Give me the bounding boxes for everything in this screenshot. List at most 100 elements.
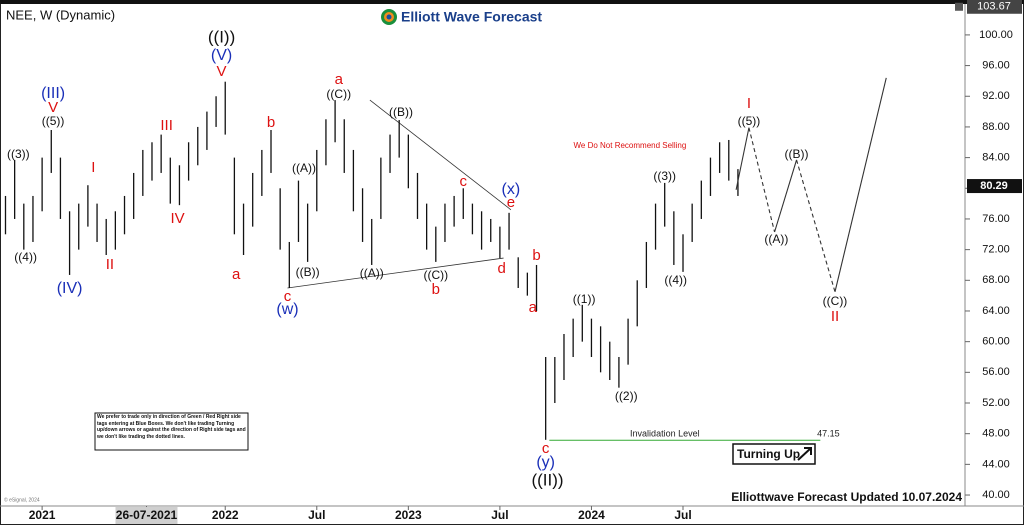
wave-label: (IV): [57, 280, 83, 297]
wave-label: b: [432, 281, 440, 298]
chart-title: NEE, W (Dynamic): [6, 7, 115, 22]
wave-label: III: [160, 117, 173, 134]
wave-label: ((II)): [531, 470, 563, 489]
wave-label: (w): [276, 301, 298, 318]
wave-label: a: [232, 266, 241, 283]
wave-label: ((4)): [14, 250, 37, 264]
wave-label: (x): [502, 181, 521, 198]
x-tick-label: Jul: [491, 508, 508, 522]
wave-label: ((A)): [360, 266, 384, 280]
wave-label: c: [460, 173, 468, 190]
disclaimer-text: We prefer to trade only in direction of …: [97, 414, 246, 440]
disclaimer-frame: [94, 412, 249, 451]
trendline: [287, 257, 504, 289]
wave-label: IV: [171, 210, 185, 227]
wave-label: ((A)): [764, 232, 788, 246]
wave-label: II: [831, 308, 839, 325]
wave-label: ((2)): [615, 389, 638, 403]
y-tick-label: 48.00: [982, 428, 1010, 440]
wave-label: ((4)): [664, 273, 687, 287]
x-tick-label: 2023: [395, 508, 422, 522]
wave-label: ((C)): [326, 87, 351, 101]
wave-label: ((3)): [653, 169, 676, 183]
y-tick-label: 56.00: [982, 366, 1010, 378]
disclaimer-holder: We prefer to trade only in direction of …: [97, 414, 246, 440]
y-tick-label: 68.00: [982, 274, 1010, 286]
y-tick-label: 100.00: [979, 29, 1013, 41]
wave-label: b: [532, 247, 540, 264]
wave-label: c: [542, 440, 550, 457]
y-tick-label: 96.00: [982, 59, 1010, 71]
turning-up-badge: Turning Up: [732, 443, 816, 465]
projection-segment: [774, 159, 798, 233]
x-tick-label: 2022: [212, 508, 239, 522]
y-tick-label: 88.00: [982, 121, 1010, 133]
y-tick-label: 92.00: [982, 90, 1010, 102]
copyright: © eSignal, 2024: [4, 496, 40, 503]
x-tick-label: Jul: [674, 508, 691, 522]
y-tick-label: 76.00: [982, 213, 1010, 225]
wave-label: (y): [536, 454, 555, 471]
last-price-label: 80.29: [980, 180, 1008, 192]
wave-label: ((B)): [296, 265, 320, 279]
y-tick-label: 84.00: [982, 152, 1010, 164]
wave-label: a: [335, 71, 344, 88]
projection-segment: [834, 77, 887, 292]
badge-text: Turning Up: [737, 447, 800, 461]
wave-label: V: [217, 63, 227, 80]
y-tick-label: 44.00: [982, 458, 1010, 470]
wave-label: ((5)): [42, 114, 65, 128]
tag-icon: [955, 2, 963, 11]
x-tick-highlight: [115, 507, 178, 524]
wave-label: ((B)): [785, 147, 809, 161]
wave-label: ((I)): [208, 27, 235, 46]
y-tick-label: 72.00: [982, 244, 1010, 256]
x-tick-label: 2024: [578, 508, 605, 522]
disclaimer-box: We prefer to trade only in direction of …: [94, 412, 249, 451]
y-tick-label: 64.00: [982, 305, 1010, 317]
wave-label: ((3)): [7, 147, 30, 161]
wave-label: ((C)): [423, 268, 448, 282]
wave-label: ((1)): [573, 292, 596, 306]
logo: Elliott Wave Forecast: [381, 9, 542, 25]
wave-label: e: [507, 194, 515, 211]
wave-label: ((B)): [389, 105, 413, 119]
y-tick-label: 52.00: [982, 397, 1010, 409]
y-tick-label: 60.00: [982, 336, 1010, 348]
invalidation-value: 47.15: [817, 429, 840, 439]
badge-arrow: [797, 447, 812, 461]
trendline: [369, 99, 512, 211]
note: We Do Not Recommend Selling: [574, 141, 687, 150]
wave-label: I: [91, 159, 95, 176]
wave-label: ((C)): [823, 294, 848, 308]
wave-label: V: [48, 99, 58, 116]
logo-icon: [386, 14, 392, 20]
wave-label: I: [747, 95, 751, 112]
wave-label: c: [284, 288, 292, 305]
invalidation-label: Invalidation Level: [630, 429, 700, 439]
last-price-tag: [967, 179, 1022, 194]
x-tick-label: 26-07-2021: [116, 508, 178, 522]
wave-label: a: [529, 299, 538, 316]
x-tick-label: Jul: [308, 508, 325, 522]
wave-label: d: [498, 260, 506, 277]
badge-frame: [732, 443, 816, 465]
y-tick-label: 40.00: [982, 489, 1010, 501]
wave-label: (V): [211, 47, 232, 64]
high-price-tag: [967, 0, 1022, 14]
projection-segment: [735, 127, 750, 190]
wave-label: II: [106, 256, 114, 273]
wave-label: ((5)): [738, 114, 761, 128]
top-bar: [0, 0, 1024, 4]
wave-label: (III): [41, 85, 65, 102]
high-price-label: 103.67: [977, 1, 1011, 13]
logo-text: Elliott Wave Forecast: [401, 9, 542, 25]
projection-segment: [748, 127, 776, 233]
footer: Elliottwave Forecast Updated 10.07.2024: [731, 490, 962, 504]
projection-segment: [796, 159, 836, 292]
x-tick-label: 2021: [29, 508, 56, 522]
wave-label: b: [267, 114, 275, 131]
wave-label: ((A)): [292, 161, 316, 175]
